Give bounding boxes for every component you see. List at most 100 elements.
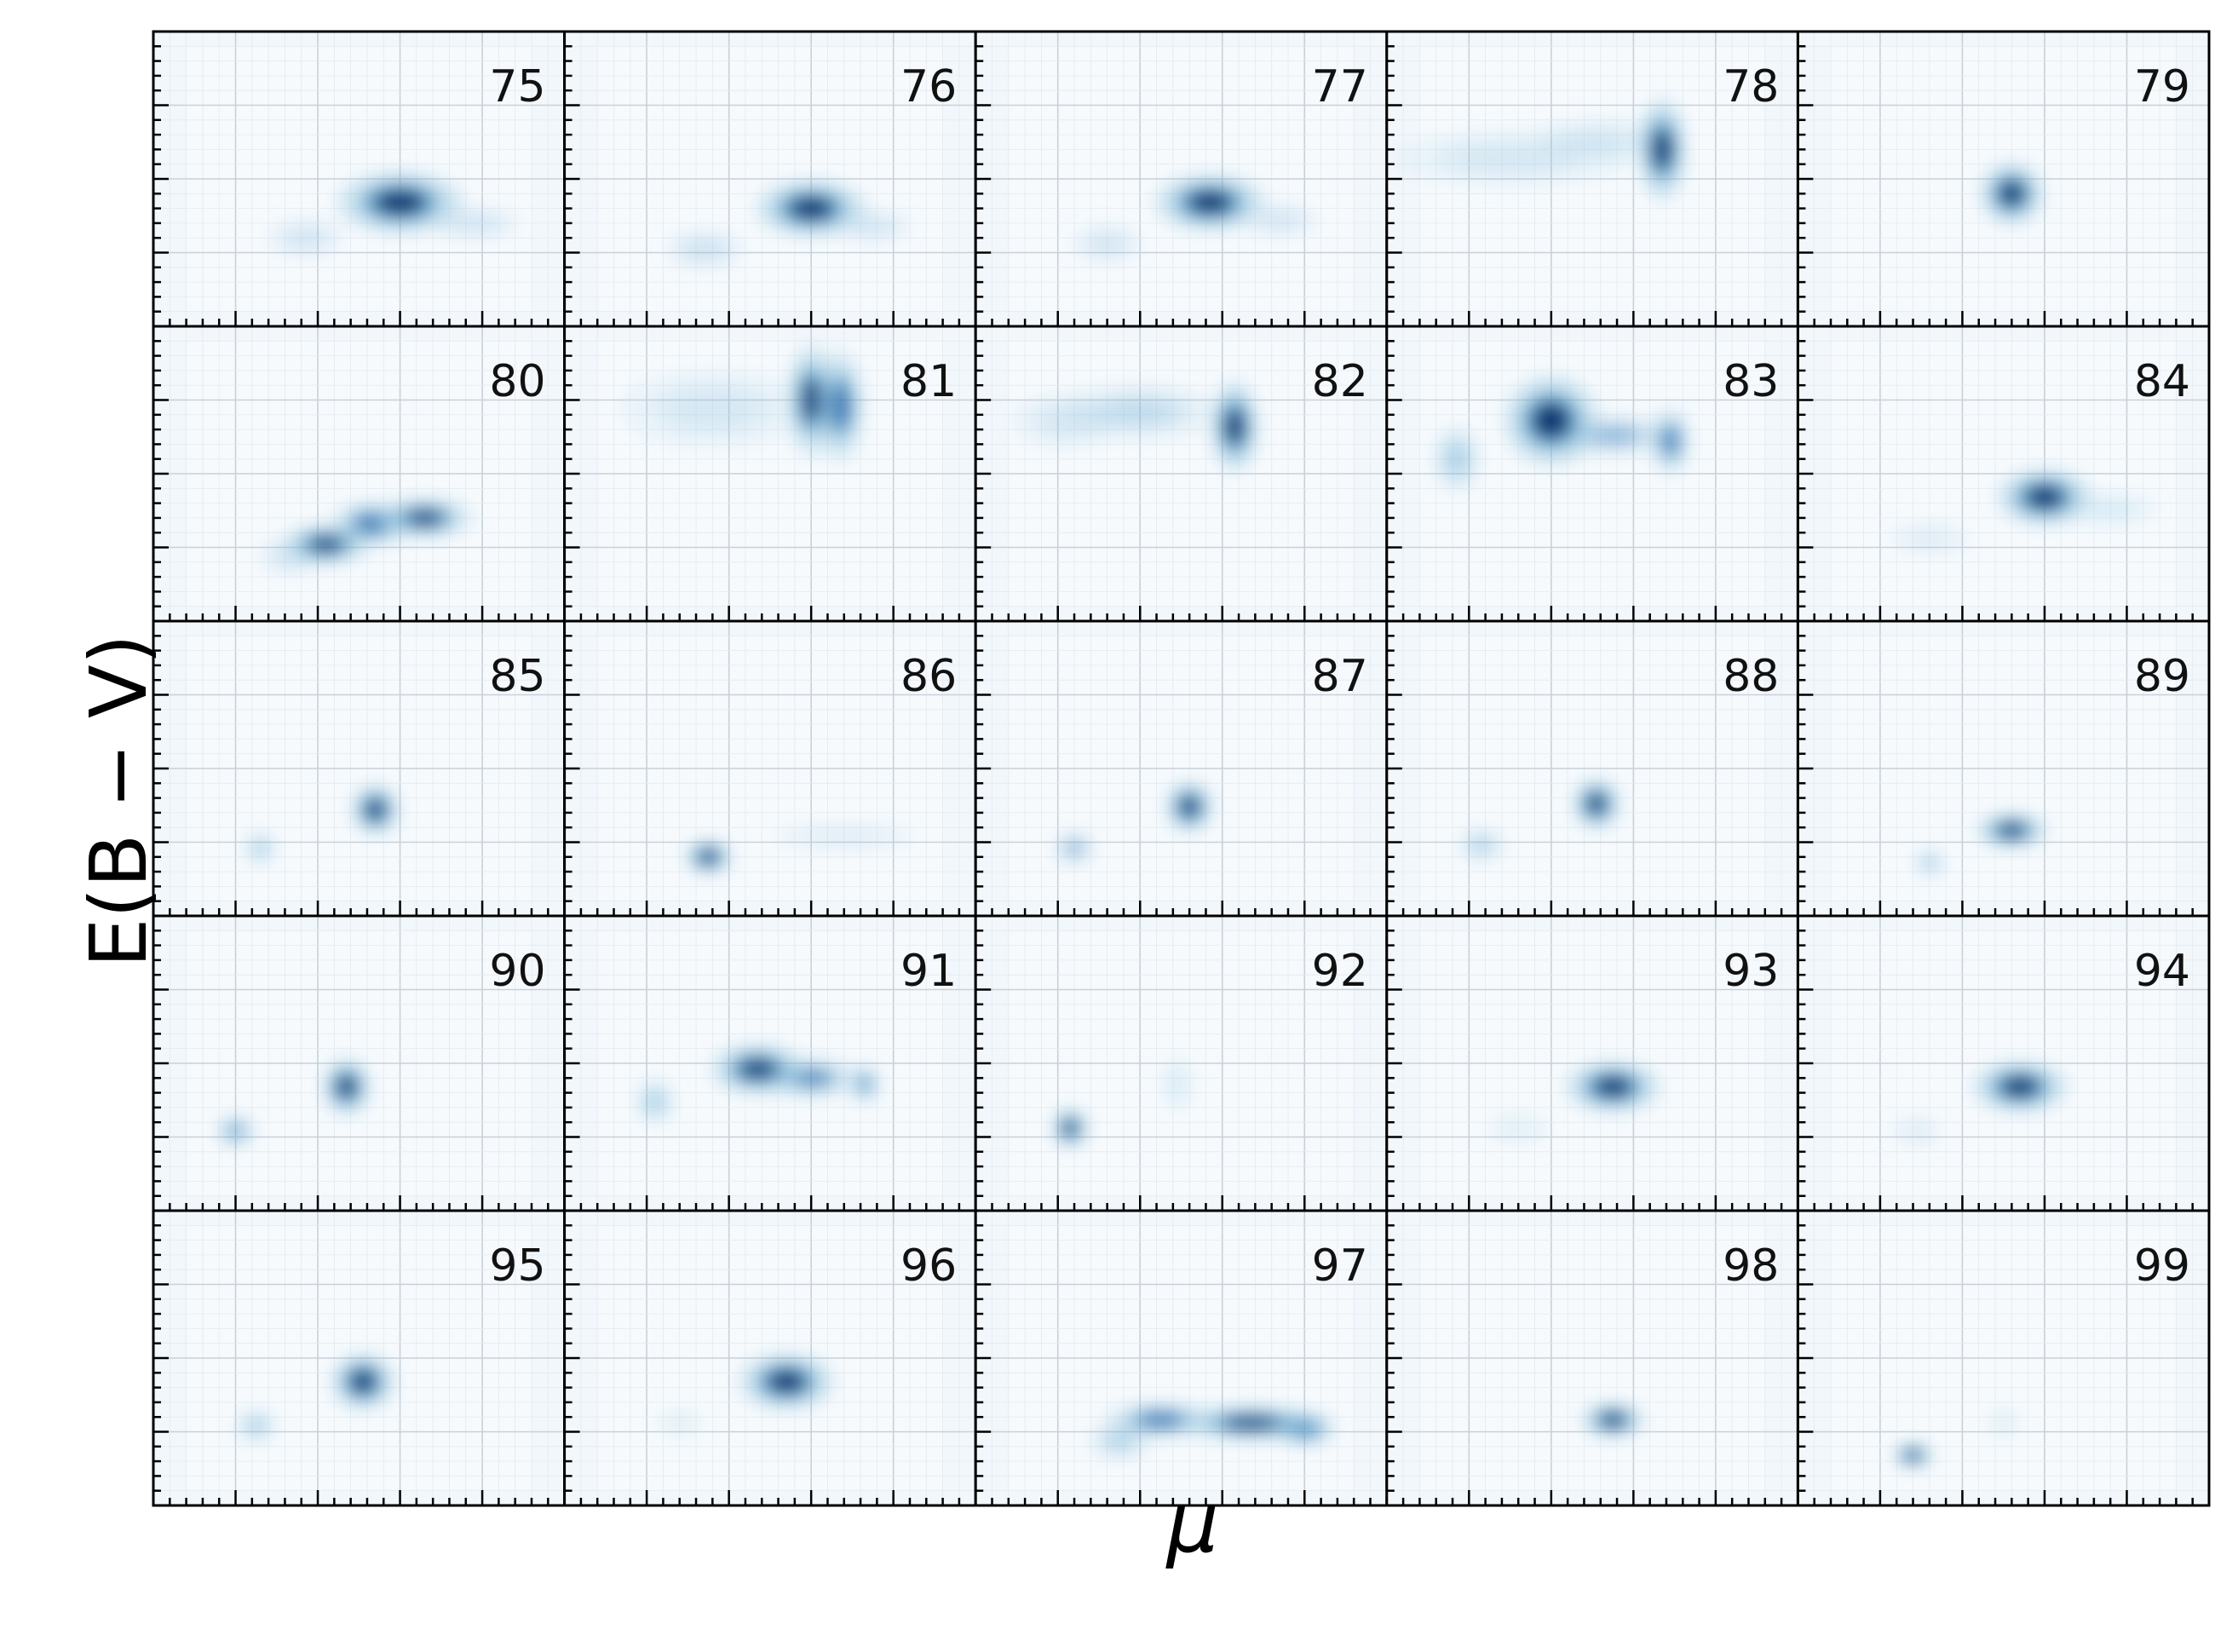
panel-84: 84	[1796, 325, 2211, 623]
density-core	[1447, 445, 1467, 474]
density-core	[365, 798, 386, 820]
density-core	[1107, 400, 1173, 424]
density-core	[1263, 213, 1297, 227]
panel-label: 96	[900, 1240, 957, 1292]
panel-label: 94	[2134, 946, 2190, 997]
density-group	[245, 784, 400, 866]
density-group	[1433, 376, 1690, 493]
density-core	[1996, 823, 2027, 838]
density-core	[1662, 427, 1679, 456]
density-group	[1053, 1056, 1194, 1148]
density-group	[1055, 781, 1213, 866]
density-core	[1224, 407, 1245, 446]
panel-label: 97	[1312, 1240, 1368, 1292]
density-core	[1179, 796, 1200, 818]
density-group	[257, 498, 472, 576]
density-group	[1487, 1062, 1660, 1145]
panel-label: 86	[900, 651, 957, 702]
density-group	[1893, 1062, 2068, 1148]
density-core	[253, 841, 268, 855]
panel-label: 92	[1312, 946, 1368, 997]
density-group	[216, 1058, 371, 1148]
panel-label: 88	[1723, 651, 1779, 702]
density-group	[266, 171, 521, 258]
density-group	[1913, 813, 2047, 878]
panel-79: 79	[1796, 30, 2211, 328]
density-core	[1599, 1413, 1626, 1427]
panel-96: 96	[563, 1209, 977, 1507]
density-core	[1221, 1415, 1281, 1430]
panel-75: 75	[152, 30, 567, 328]
panel-94: 94	[1796, 914, 2211, 1212]
density-core	[1907, 1124, 1927, 1138]
density-core	[2091, 502, 2131, 516]
panel-label: 99	[2134, 1240, 2190, 1292]
density-core	[247, 1419, 265, 1433]
panel-99: 99	[1796, 1209, 2211, 1507]
panel-97: 97	[974, 1209, 1389, 1507]
panel-98: 98	[1385, 1209, 1799, 1507]
density-core	[1996, 1415, 2011, 1430]
density-core	[405, 509, 445, 527]
density-group	[664, 180, 912, 270]
density-core	[1913, 531, 1947, 546]
density-core	[1571, 130, 1631, 151]
density-group	[1011, 382, 1258, 472]
density-core	[1137, 1413, 1184, 1427]
panel-92: 92	[974, 914, 1389, 1212]
density-core	[830, 382, 850, 430]
panel-label: 76	[900, 61, 957, 112]
panel-label: 87	[1312, 651, 1368, 702]
density-group	[1088, 1402, 1336, 1460]
density-core	[1593, 1076, 1633, 1098]
panel-label: 75	[489, 61, 545, 112]
density-core	[349, 1369, 377, 1394]
panel-label: 80	[489, 356, 545, 407]
panel-88: 88	[1385, 619, 1799, 918]
density-group	[1980, 163, 2044, 225]
density-core	[1187, 190, 1234, 215]
density-core	[1106, 1432, 1133, 1449]
density-group	[236, 1353, 394, 1443]
panel-label: 81	[900, 356, 957, 407]
density-core	[373, 189, 427, 216]
density-core	[289, 229, 322, 246]
panel-86: 86	[563, 619, 977, 918]
density-core	[1170, 1072, 1184, 1097]
density-core	[454, 216, 494, 231]
density-core	[856, 219, 889, 233]
y-axis-label: E(B − V)	[73, 634, 164, 968]
density-core	[1999, 1076, 2040, 1098]
panel-label: 78	[1723, 61, 1779, 112]
density-core	[227, 1124, 245, 1138]
panel-label: 91	[900, 946, 957, 997]
panel-76: 76	[563, 30, 977, 328]
density-group	[1458, 778, 1620, 862]
panel-77: 77	[974, 30, 1389, 328]
density-core	[1092, 235, 1123, 252]
density-core	[1923, 856, 1936, 869]
panels-group: 75 76 77 78 79 80 81 82 83 84 85 86 87 88 89 90 91 92 93 94…	[152, 30, 2211, 1507]
panel-91: 91	[563, 914, 977, 1212]
density-core	[688, 241, 721, 258]
density-core	[788, 196, 835, 221]
x-axis-label: μ	[1166, 1476, 1219, 1571]
density-core	[308, 536, 344, 553]
density-core	[1652, 128, 1672, 171]
panel-label: 79	[2134, 61, 2190, 112]
density-core	[670, 1417, 690, 1430]
density-core	[1586, 793, 1607, 814]
panel-80: 80	[152, 325, 567, 623]
density-core	[673, 392, 752, 426]
density-core	[1531, 401, 1572, 440]
density-core	[814, 830, 874, 843]
panel-83: 83	[1385, 325, 1799, 623]
density-core	[337, 1074, 357, 1099]
panel-label: 82	[1312, 356, 1368, 407]
density-group	[635, 1044, 881, 1125]
density-core	[1998, 181, 2025, 207]
density-core	[1062, 1120, 1078, 1137]
panel-label: 93	[1723, 946, 1779, 997]
density-group	[1581, 1402, 1644, 1437]
